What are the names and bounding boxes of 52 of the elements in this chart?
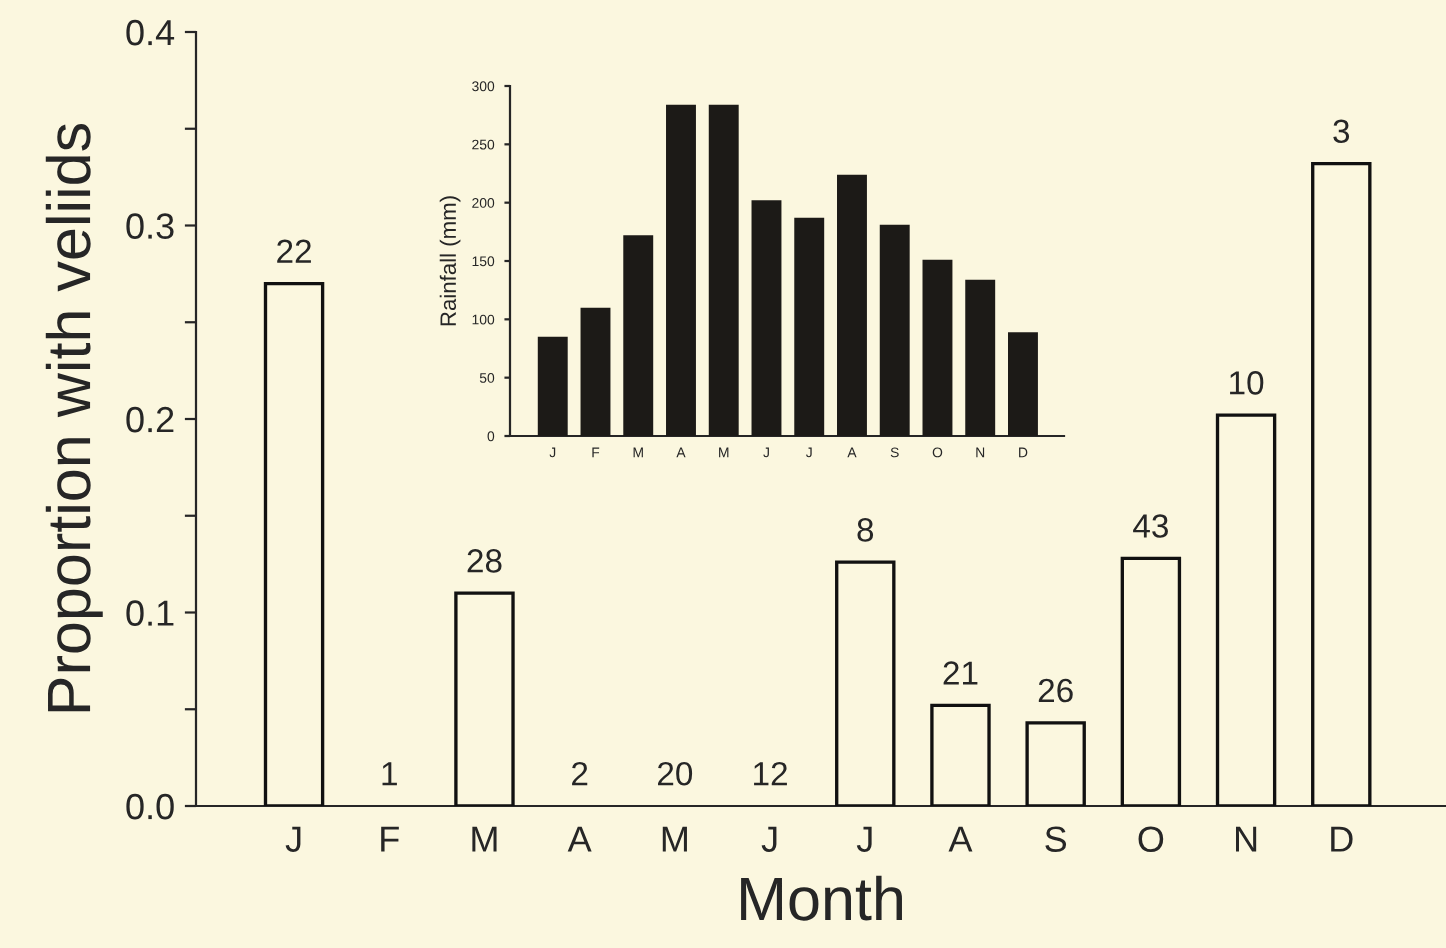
bar <box>1311 161 1372 806</box>
x-tick-label: O <box>1138 826 1164 852</box>
y-tick-label: 0.1 <box>126 600 174 626</box>
x-tick-label: S <box>1045 826 1067 852</box>
y-tick-label: 0.3 <box>126 213 174 239</box>
x-axis-title: Month <box>741 875 902 921</box>
x-tick-label: J <box>761 826 777 852</box>
annotation: 12 <box>754 761 787 786</box>
bar <box>263 281 325 806</box>
bar <box>708 104 739 436</box>
x-tick-label: M <box>662 826 687 852</box>
x-tick-label: A <box>567 826 592 852</box>
y-tick-label: 0.0 <box>126 793 174 820</box>
annotation: 8 <box>857 518 874 542</box>
annotation: 21 <box>943 661 978 685</box>
bar <box>623 235 654 436</box>
annotation: 26 <box>1038 678 1073 703</box>
x-tick-label: A <box>948 826 973 852</box>
x-tick-label: J <box>285 826 301 852</box>
bar <box>580 307 611 436</box>
y-tick-label: 0.4 <box>126 19 175 46</box>
y-axis-title: Proportion with veliids <box>45 123 103 712</box>
x-tick-label: N <box>1236 826 1257 852</box>
x-tick-label: J <box>856 826 872 852</box>
bar <box>835 560 896 806</box>
bar <box>837 174 867 436</box>
annotation: 22 <box>277 239 311 263</box>
annotation: 20 <box>658 761 693 786</box>
bar <box>1215 413 1277 806</box>
bar <box>454 591 515 806</box>
annotation: 2 <box>572 761 588 786</box>
bar <box>930 703 991 806</box>
bar <box>922 259 953 436</box>
annotation: 3 <box>1333 119 1350 144</box>
bar <box>1120 556 1182 806</box>
bar <box>794 217 825 436</box>
bar <box>1008 332 1038 436</box>
bar <box>751 200 782 436</box>
bar <box>666 104 696 436</box>
x-tick-label: F <box>381 826 399 852</box>
annotation: 1 <box>382 762 397 786</box>
x-tick-label: M <box>472 826 497 852</box>
y-tick-label: 0.2 <box>126 406 174 433</box>
annotation: 10 <box>1230 371 1264 395</box>
annotation: 43 <box>1133 514 1168 538</box>
bar <box>537 336 568 436</box>
y-axis-title: Rainfall (mm) <box>439 196 461 326</box>
x-tick-label: D <box>1331 826 1353 852</box>
bar <box>1025 721 1086 806</box>
annotation: 28 <box>467 549 502 573</box>
bar <box>879 224 910 436</box>
bar <box>965 279 996 436</box>
